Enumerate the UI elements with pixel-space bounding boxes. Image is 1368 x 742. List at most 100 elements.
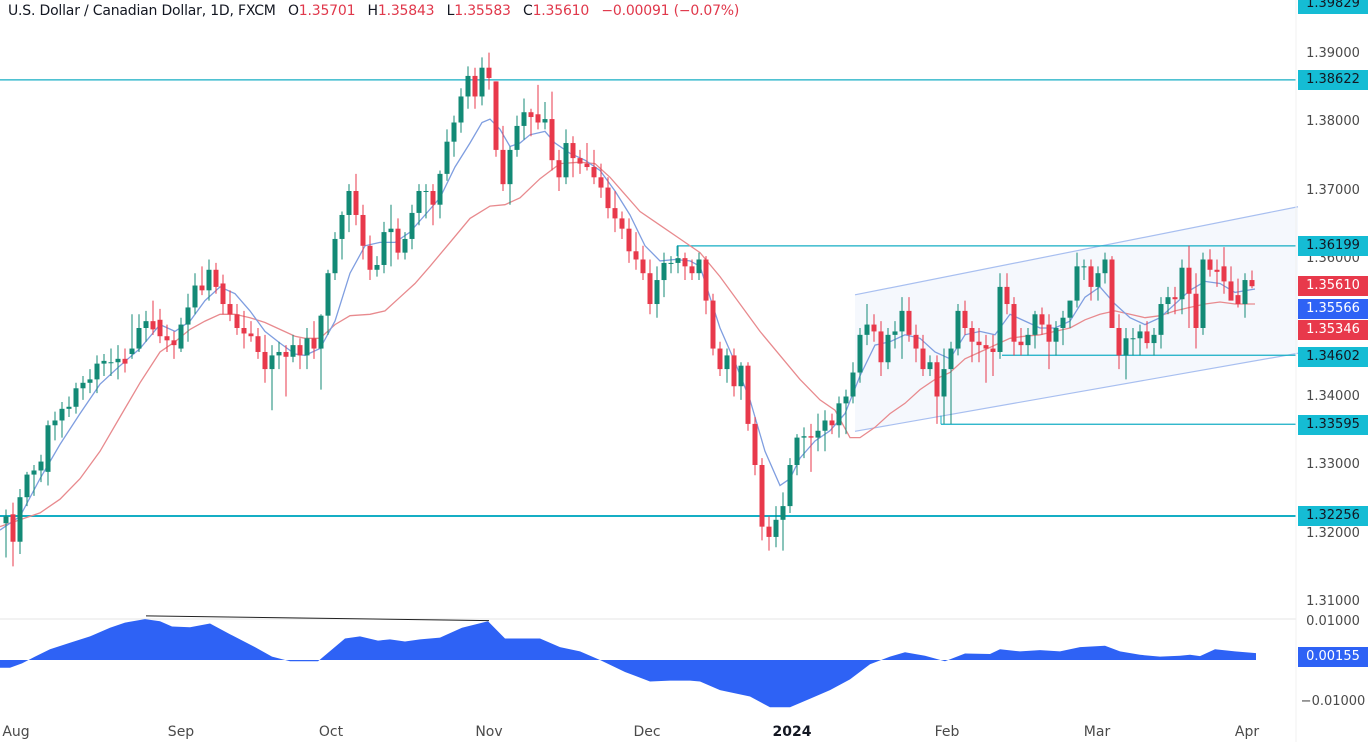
candle-body [1053, 328, 1059, 342]
candle-body [661, 262, 667, 281]
candle-body [290, 345, 296, 357]
candle-body [255, 336, 261, 352]
low-value: 1.35583 [454, 3, 511, 19]
horizontal-levels[interactable] [0, 79, 1296, 517]
candle-body [1039, 314, 1045, 325]
candle-body [1158, 304, 1164, 335]
candle-body [1102, 259, 1108, 274]
candle-body [10, 514, 16, 542]
candle-body [584, 163, 590, 168]
candle-body [528, 112, 534, 118]
candle-body [780, 506, 786, 520]
candle-body [59, 408, 65, 421]
candle-body [724, 355, 730, 370]
candle-body [801, 436, 807, 438]
candle-body [1172, 297, 1178, 300]
candle-body [710, 300, 716, 349]
price-axis-label: 0.00155 [1298, 647, 1368, 667]
candle-body [185, 307, 191, 325]
time-axis-label: Mar [1083, 724, 1111, 740]
candle-body [227, 304, 233, 315]
candle-body [829, 420, 835, 426]
candle-body [395, 228, 401, 253]
candle-body [682, 258, 688, 267]
candle-body [437, 173, 443, 205]
candle-body [934, 362, 940, 397]
candle-body [423, 191, 429, 192]
candle-body [591, 167, 597, 178]
candle-body [983, 345, 989, 349]
candle-body [458, 96, 464, 123]
candle-body [514, 125, 520, 150]
candle-body [129, 348, 135, 355]
price-axis-label: 1.38000 [1306, 114, 1360, 129]
price-axis-label: 0.01000 [1306, 614, 1360, 629]
time-axis-label: Feb [934, 724, 960, 740]
candle-body [199, 285, 205, 291]
price-axis-label: 1.35610 [1298, 276, 1368, 296]
candle-body [892, 331, 898, 335]
candle-body [122, 358, 128, 364]
candle-body [31, 470, 37, 475]
candle-body [493, 81, 499, 150]
time-axis-label: Sep [167, 724, 195, 740]
candle-body [871, 324, 877, 332]
candle-body [885, 334, 891, 363]
close-label: C [523, 3, 533, 19]
candle-body [731, 355, 737, 387]
candle-body [1151, 334, 1157, 344]
candle-body [997, 286, 1003, 352]
candle-body [115, 358, 121, 363]
price-axis-label: 1.37000 [1306, 183, 1360, 198]
candle-body [1186, 267, 1192, 294]
candle-body [948, 348, 954, 370]
open-label: O [287, 3, 299, 19]
candle-body [374, 264, 380, 270]
price-axis-label: 1.32256 [1298, 506, 1368, 526]
candle-body [472, 75, 478, 97]
candle-body [479, 67, 485, 97]
candle-body [1109, 259, 1115, 328]
candle-body [787, 465, 793, 507]
open-value: 1.35701 [298, 3, 356, 19]
candle-body [1067, 300, 1073, 318]
candle-body [248, 333, 254, 337]
candle-body [17, 497, 23, 542]
candle-body [3, 516, 9, 524]
high-value: 1.35843 [377, 3, 435, 19]
candle-body [1228, 281, 1234, 301]
candle-body [822, 420, 828, 431]
channel-lower-line [854, 352, 1299, 432]
candle-body [766, 526, 772, 537]
candle-body [563, 143, 569, 178]
candle-body [1214, 269, 1220, 272]
candle-body [1046, 324, 1052, 342]
ascending-channel[interactable] [854, 206, 1299, 432]
candle-body [577, 158, 583, 164]
time-axis-label: Dec [633, 724, 661, 740]
candlesticks [3, 52, 1255, 567]
candle-body [262, 351, 268, 370]
candle-body [318, 315, 324, 349]
channel-upper-line [854, 206, 1299, 296]
candle-body [1011, 304, 1017, 342]
price-axis-label: 1.32000 [1306, 526, 1360, 541]
candle-body [297, 345, 303, 356]
candle-body [1242, 280, 1248, 305]
candle-body [367, 245, 373, 270]
candle-body [353, 191, 359, 215]
candle-body [269, 355, 275, 370]
candle-body [1025, 334, 1031, 346]
price-axis-label: 1.36199 [1298, 236, 1368, 256]
candle-body [1004, 286, 1010, 305]
candle-body [794, 437, 800, 465]
candle-body [927, 362, 933, 370]
candle-body [920, 348, 926, 370]
candle-body [1116, 328, 1122, 356]
candle-body [1193, 293, 1199, 328]
candle-body [402, 238, 408, 253]
candle-body [1060, 317, 1066, 328]
time-axis-label: Aug [2, 724, 30, 740]
candle-body [87, 379, 93, 383]
